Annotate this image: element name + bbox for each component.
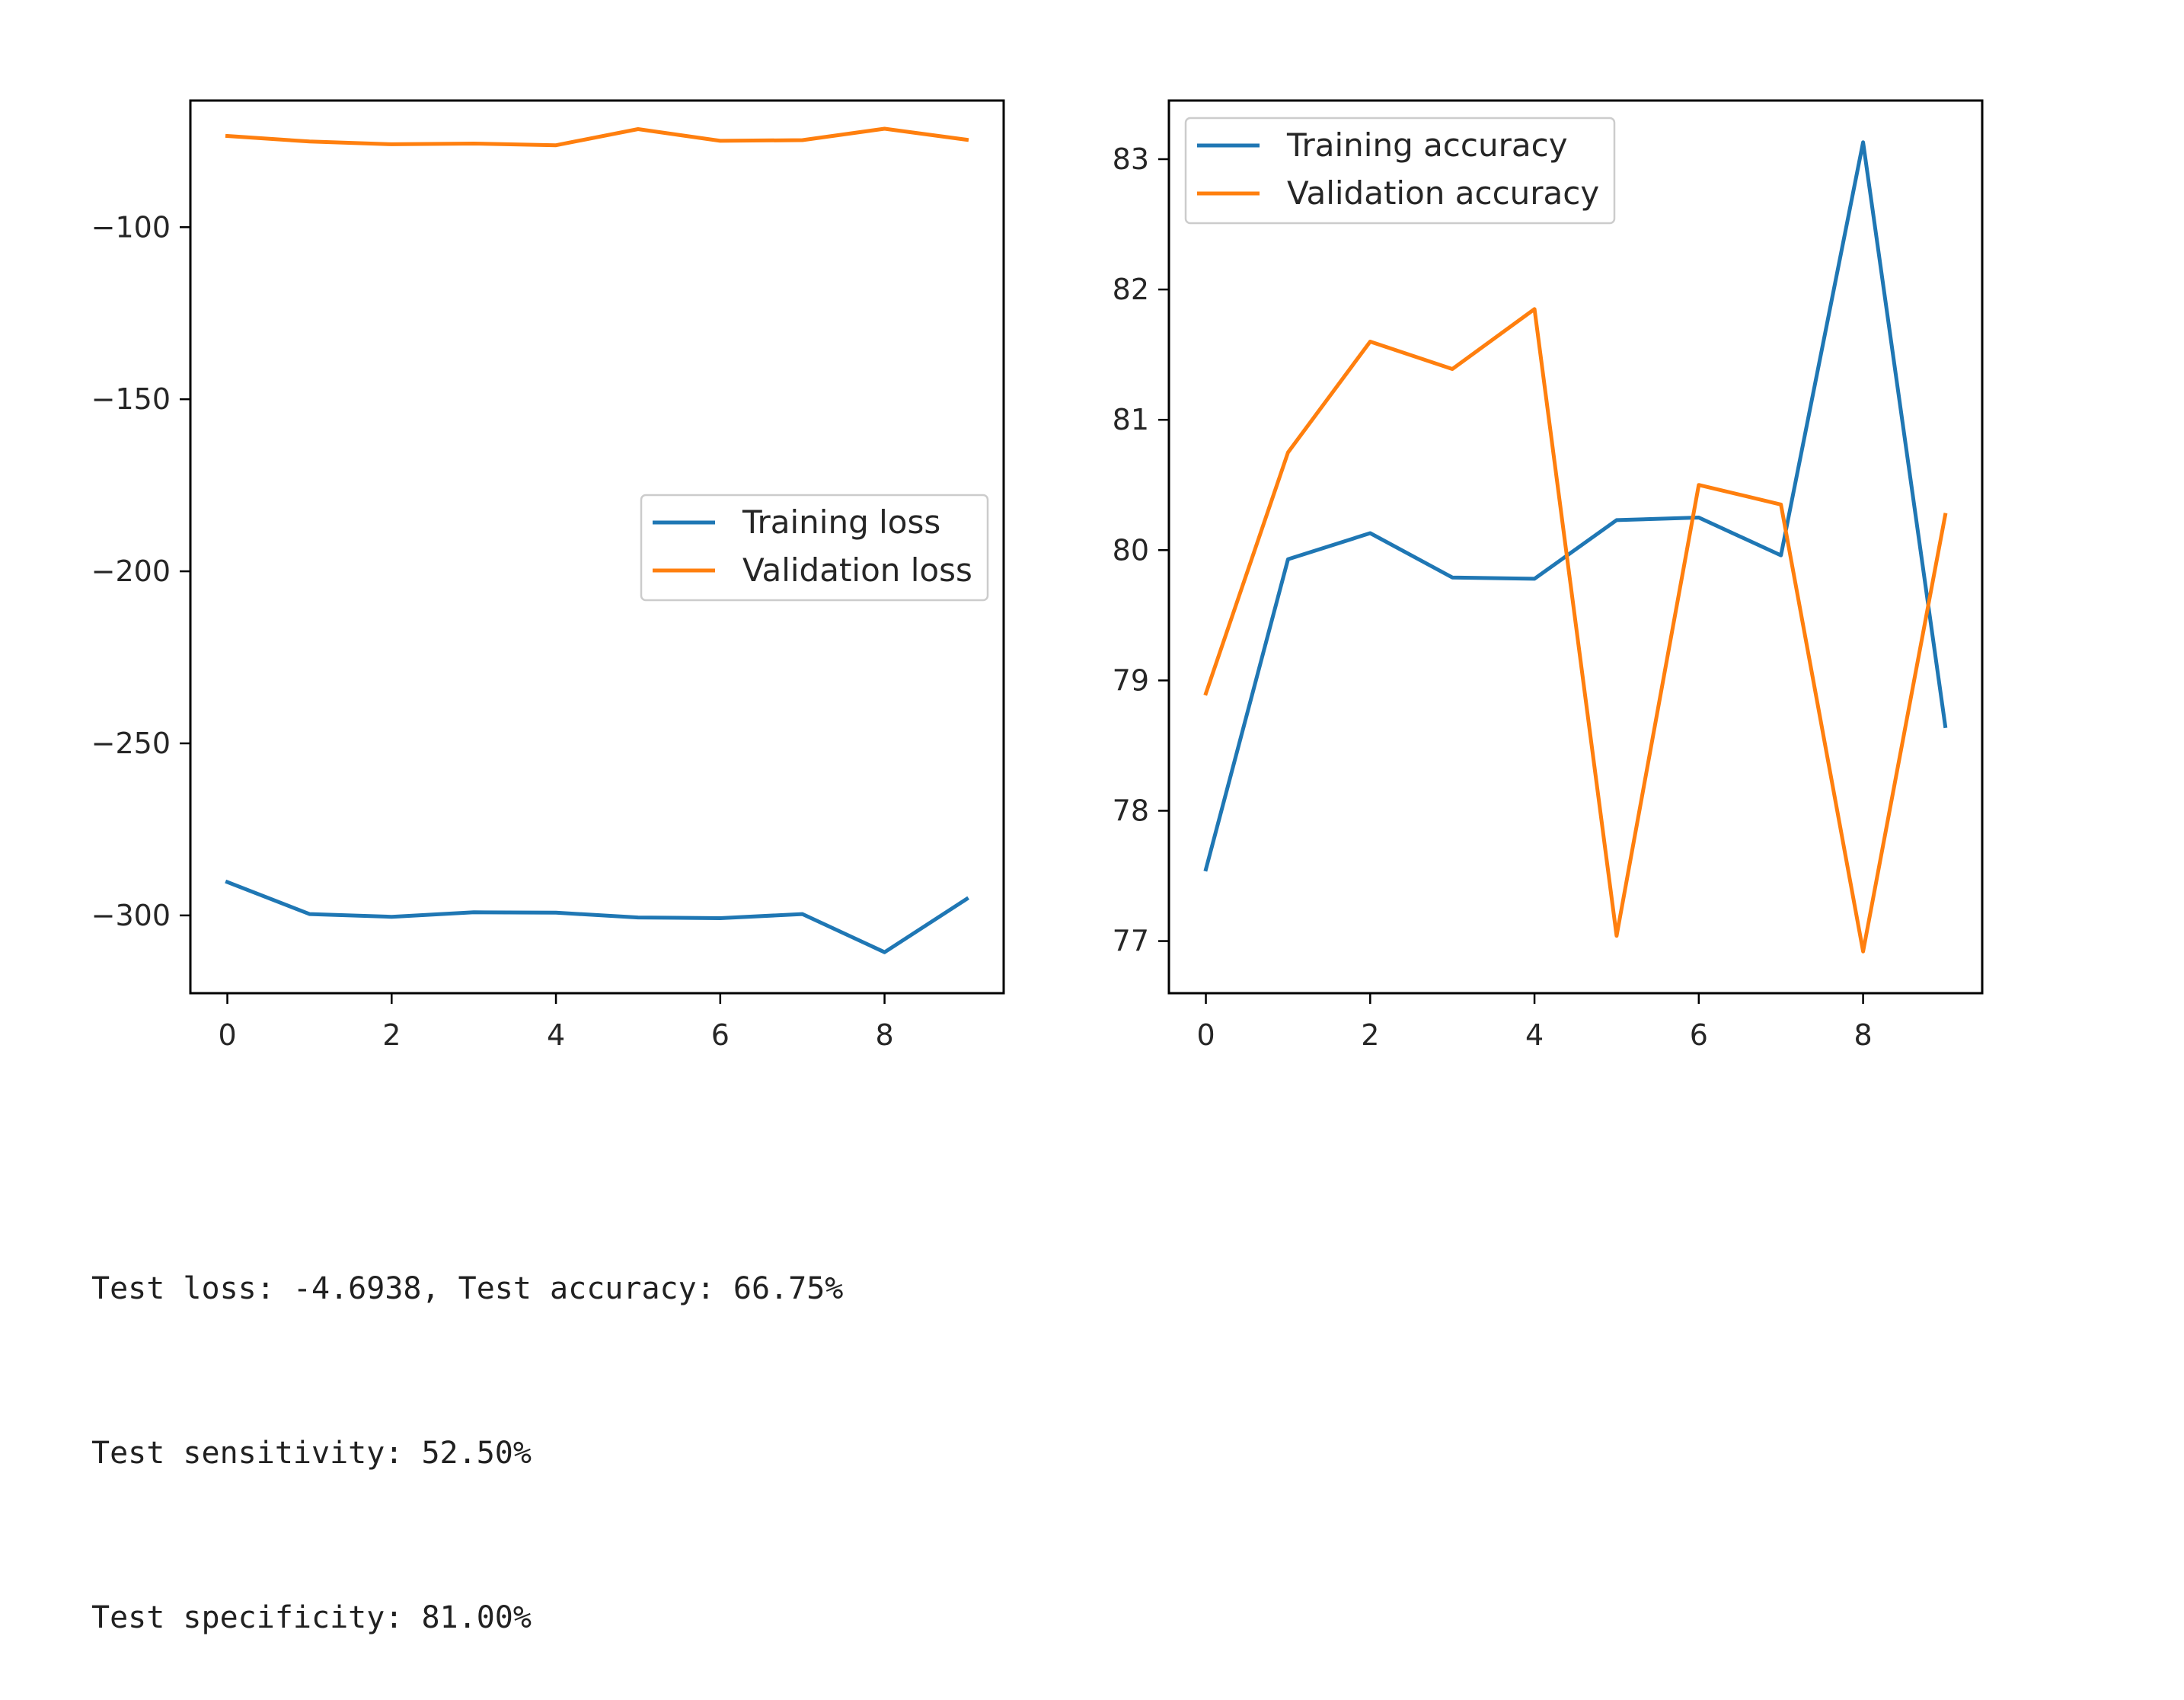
y-tick-label: 78 — [1113, 794, 1149, 827]
plot-frame — [189, 99, 1005, 995]
plot-frame — [1167, 99, 1984, 995]
legend-label: Training loss — [742, 503, 940, 541]
x-tick-label: 6 — [711, 1018, 730, 1052]
legend-label: Validation loss — [742, 551, 972, 589]
legend-box — [1184, 117, 1616, 225]
cell-output: Test loss: -4.6938, Test accuracy: 66.75… — [91, 1152, 843, 1700]
loss-chart: 0 2 4 6 8 −100 −150 −200 −250 −300 Training loss Va… — [91, 99, 1005, 1052]
accuracy-chart: 0 2 4 6 8 77 78 79 80 81 82 83 Training accuracy Vali… — [1113, 99, 1984, 1052]
x-tick-label: 2 — [1361, 1018, 1379, 1052]
series-line-validation-accuracy — [1203, 307, 1948, 954]
x-tick-label: 6 — [1690, 1018, 1708, 1052]
y-tick-label: −250 — [91, 727, 171, 760]
x-tick-label: 0 — [1196, 1018, 1215, 1052]
x-tick-label: 8 — [875, 1018, 893, 1052]
y-tick-label: −300 — [91, 899, 171, 932]
legend: Training accuracy Validation accuracy — [1184, 117, 1616, 225]
y-tick-label: −150 — [91, 382, 171, 416]
x-tick-label: 4 — [547, 1018, 565, 1052]
test-sensitivity-line: Test sensitivity: 52.50% — [91, 1436, 532, 1471]
y-tick-label: 77 — [1113, 925, 1149, 958]
y-tick-label: 83 — [1113, 142, 1149, 176]
x-tick-label: 2 — [382, 1018, 401, 1052]
y-tick-label: 82 — [1113, 273, 1149, 306]
x-tick-label: 8 — [1854, 1018, 1872, 1052]
x-tick-label: 0 — [218, 1018, 236, 1052]
y-tick-label: 80 — [1113, 533, 1149, 567]
figure: 0 2 4 6 8 −100 −150 −200 −250 −300 Training loss Va… — [91, 99, 1984, 1052]
series-line-training-accuracy — [1203, 140, 1948, 872]
y-tick-label: 81 — [1113, 403, 1149, 436]
legend-label: Validation accuracy — [1287, 174, 1599, 212]
legend: Training loss Validation loss — [640, 494, 989, 602]
legend-box — [640, 494, 989, 602]
test-loss-accuracy-line: Test loss: -4.6938, Test accuracy: 66.75… — [91, 1271, 844, 1306]
y-tick-label: −100 — [91, 210, 171, 244]
x-tick-label: 4 — [1525, 1018, 1544, 1052]
y-tick-label: −200 — [91, 554, 171, 588]
legend-label: Training accuracy — [1286, 126, 1568, 164]
y-tick-label: 79 — [1113, 663, 1149, 697]
test-specificity-line: Test specificity: 81.00% — [91, 1600, 532, 1635]
series-line-training-loss — [225, 879, 969, 954]
series-line-validation-loss — [225, 126, 969, 148]
